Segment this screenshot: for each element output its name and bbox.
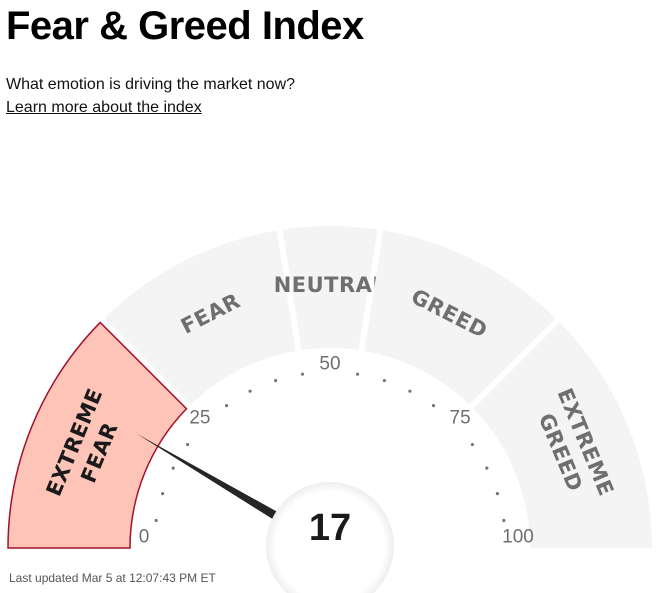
scale-label: 75 bbox=[450, 407, 471, 428]
scale-dot bbox=[502, 518, 506, 523]
gauge-segment bbox=[282, 226, 378, 351]
last-updated-text: Last updated Mar 5 at 12:07:43 PM ET bbox=[9, 571, 216, 585]
gauge-hub bbox=[266, 482, 394, 593]
scale-dot bbox=[154, 518, 158, 523]
scale-dot bbox=[470, 442, 474, 447]
gauge-segment bbox=[473, 322, 652, 548]
scale-dot bbox=[300, 372, 305, 376]
gauge-scale-dots bbox=[154, 372, 506, 523]
scale-dot bbox=[495, 492, 499, 496]
scale-label: 0 bbox=[139, 527, 150, 548]
gauge-segment-label: NEUTRAL bbox=[274, 273, 387, 297]
scale-dot bbox=[186, 442, 190, 447]
gauge-value: 17 bbox=[309, 507, 351, 549]
scale-label: 100 bbox=[502, 527, 534, 548]
gauge-segment bbox=[364, 230, 556, 405]
scale-dot bbox=[171, 466, 175, 470]
scale-dot bbox=[355, 372, 360, 376]
scale-dot bbox=[161, 492, 165, 496]
gauge-segment bbox=[104, 230, 296, 405]
gauge-scale-labels: 0 25 50 75 100 bbox=[139, 354, 534, 548]
page-subtitle: What emotion is driving the market now? bbox=[6, 76, 296, 93]
scale-dot bbox=[274, 379, 278, 383]
page-title: Fear & Greed Index bbox=[6, 4, 364, 48]
scale-label: 50 bbox=[319, 354, 340, 375]
scale-dot bbox=[485, 466, 489, 470]
gauge-segment bbox=[7, 321, 188, 549]
scale-dot bbox=[408, 389, 412, 393]
scale-dot bbox=[382, 379, 386, 383]
scale-label: 25 bbox=[189, 407, 210, 428]
scale-dot bbox=[224, 404, 229, 408]
scale-dot bbox=[248, 389, 252, 393]
gauge-needle-group: 17 bbox=[136, 433, 394, 593]
learn-more-link[interactable]: Learn more about the index bbox=[6, 99, 202, 116]
scale-dot bbox=[431, 404, 436, 408]
